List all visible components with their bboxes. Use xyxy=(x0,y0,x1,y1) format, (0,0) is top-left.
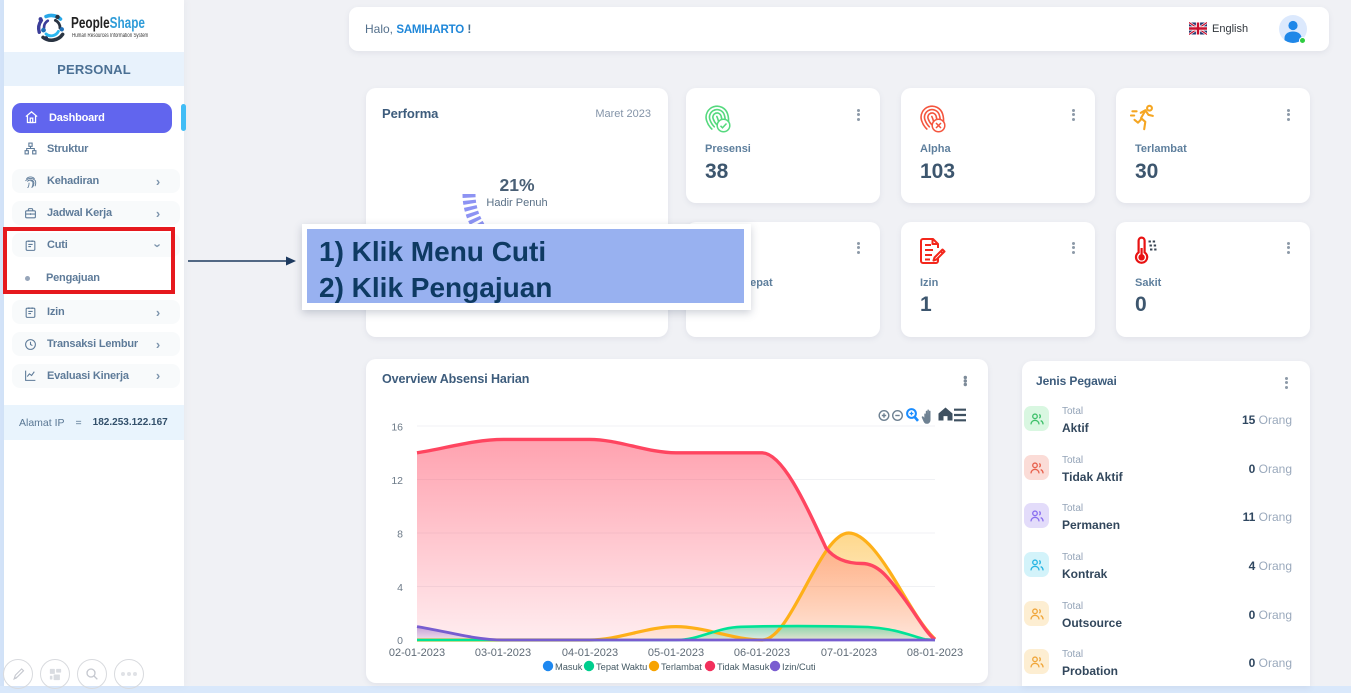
svg-text:12: 12 xyxy=(391,475,403,487)
svg-text:08-01-2023: 08-01-2023 xyxy=(907,647,963,659)
svg-text:03-01-2023: 03-01-2023 xyxy=(475,647,531,659)
svg-text:02-01-2023: 02-01-2023 xyxy=(389,647,445,659)
svg-text:Tidak Masuk: Tidak Masuk xyxy=(717,662,770,672)
svg-text:8: 8 xyxy=(397,529,403,541)
svg-text:04-01-2023: 04-01-2023 xyxy=(562,647,618,659)
svg-text:4: 4 xyxy=(397,582,403,594)
svg-text:Masuk: Masuk xyxy=(555,662,583,672)
svg-text:06-01-2023: 06-01-2023 xyxy=(734,647,790,659)
svg-text:Izin/Cuti: Izin/Cuti xyxy=(782,662,816,672)
svg-text:16: 16 xyxy=(391,422,403,434)
svg-text:05-01-2023: 05-01-2023 xyxy=(648,647,704,659)
svg-text:0: 0 xyxy=(397,635,403,647)
svg-text:Tepat Waktu: Tepat Waktu xyxy=(596,662,647,672)
svg-text:07-01-2023: 07-01-2023 xyxy=(821,647,877,659)
svg-text:Terlambat: Terlambat xyxy=(661,662,702,672)
